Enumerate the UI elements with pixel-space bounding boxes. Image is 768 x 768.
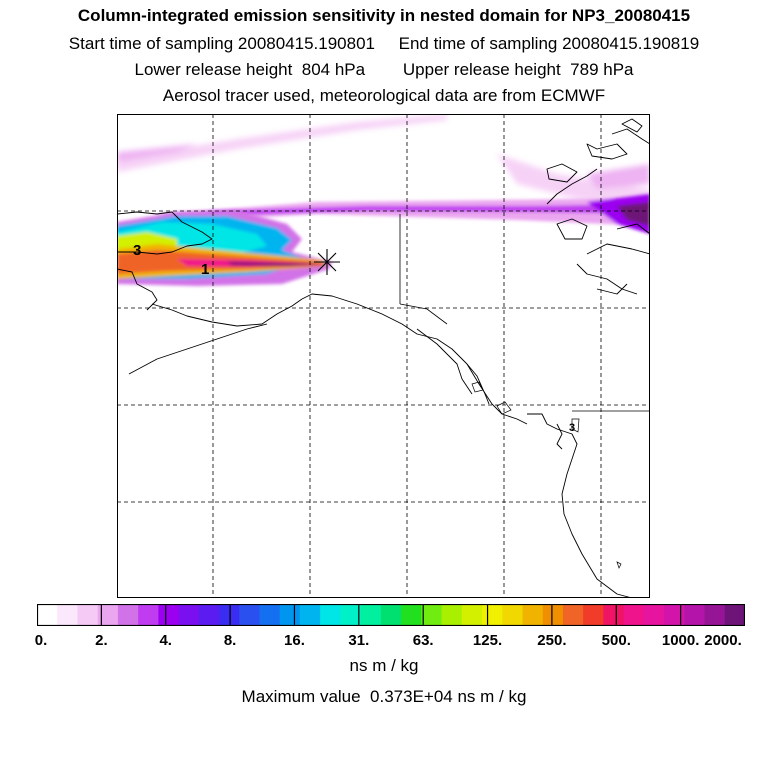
colorbar-cell	[643, 604, 665, 626]
colorbar-cell	[178, 604, 200, 626]
colorbar-cell	[340, 604, 362, 626]
colorbar-cell	[57, 604, 79, 626]
plot-title: Column-integrated emission sensitivity i…	[77, 6, 691, 25]
colorbar-cell	[522, 604, 544, 626]
sampling-times: Start time of sampling 20080415.190801 E…	[68, 34, 700, 53]
colorbar-cell	[77, 604, 99, 626]
plume-faint-upper	[117, 114, 650, 209]
colorbar-cell	[380, 604, 402, 626]
colorbar-cell	[279, 604, 301, 626]
release-heights: Lower release height 804 hPa Upper relea…	[134, 60, 634, 79]
colorbar-cell	[441, 604, 463, 626]
colorbar-cell	[37, 604, 58, 626]
colorbar-cell	[117, 604, 139, 626]
map-label-3-west: 3	[133, 242, 141, 259]
colorbar-cell	[542, 604, 564, 626]
map-label-1: 1	[201, 261, 209, 278]
colorbar-tick-label: 16.	[284, 632, 305, 649]
colorbar-tick-label: 1000.	[661, 632, 700, 649]
colorbar-cell	[158, 604, 180, 626]
colorbar-cell	[623, 604, 645, 626]
colorbar-tick-label: 125.	[472, 632, 503, 649]
sensitivity-map: 3 1 3	[117, 114, 650, 598]
colorbar-tick-label: 8.	[223, 632, 237, 649]
colorbar-cell	[259, 604, 281, 626]
colorbar-tick-label: 4.	[159, 632, 172, 649]
lat-lon-grid	[117, 114, 650, 598]
colorbar-cell	[704, 604, 726, 626]
colorbar-tick-label: 63.	[412, 632, 434, 649]
colorbar-cell	[320, 604, 342, 626]
map-label-3-east: 3	[569, 422, 575, 434]
colorbar-tick-label: 31.	[348, 632, 370, 649]
colorbar-cell	[219, 604, 240, 626]
political-borders	[399, 214, 650, 412]
map-frame	[117, 114, 650, 598]
colorbar-cell	[198, 604, 220, 626]
colorbar-cell	[482, 604, 503, 626]
maximum-value: Maximum value 0.373E+04 ns m / kg	[241, 687, 527, 706]
colorbar-cell	[239, 604, 261, 626]
colorbar-tick-label: 250.	[537, 632, 567, 649]
colorbar	[37, 604, 745, 626]
colorbar-cell	[684, 604, 706, 626]
colorbar-cell	[299, 604, 321, 626]
colorbar-unit: ns m / kg	[349, 656, 419, 675]
colorbar-cell	[502, 604, 524, 626]
colorbar-cell	[360, 604, 382, 626]
colorbar-tick-label: 2.	[95, 632, 108, 649]
tracer-info: Aerosol tracer used, meteorological data…	[162, 86, 606, 105]
plume-main	[117, 210, 332, 286]
colorbar-tick-label: 2000.	[704, 632, 742, 649]
colorbar-cell	[583, 604, 604, 626]
coastlines	[117, 118, 650, 598]
colorbar-cell	[461, 604, 483, 626]
colorbar-tick-label: 500.	[601, 632, 631, 649]
colorbar-cell	[421, 604, 443, 626]
colorbar-cell	[138, 604, 159, 626]
coastal-islands	[471, 381, 622, 569]
colorbar-cell	[401, 604, 422, 626]
colorbar-cell	[664, 604, 685, 626]
colorbar-cell	[97, 604, 119, 626]
colorbar-tick-label: 0.	[34, 632, 48, 649]
release-location-asterisk-icon	[314, 249, 340, 275]
plume-northern-band	[157, 194, 650, 234]
colorbar-cell	[603, 604, 625, 626]
colorbar-cell	[562, 604, 584, 626]
colorbar-cell	[724, 604, 745, 626]
